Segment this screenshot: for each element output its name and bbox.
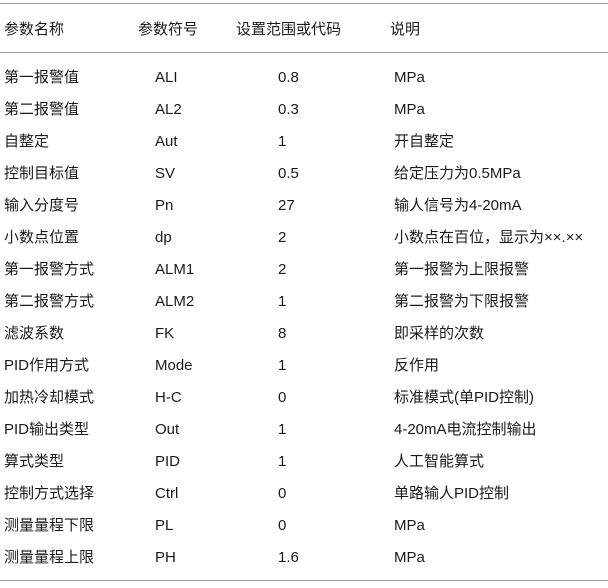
cell-symbol: ALM1 <box>155 261 195 278</box>
table-row: 测量量程下限 PL 0 MPa <box>0 510 608 542</box>
cell-range: 1 <box>278 293 287 310</box>
table-row: 自整定 Aut 1 开自整定 <box>0 126 608 158</box>
cell-symbol: ALI <box>155 69 178 86</box>
top-rule <box>0 3 608 4</box>
table-row: PID输出类型 Out 1 4-20mA电流控制输出 <box>0 414 608 446</box>
cell-symbol: PID <box>155 453 181 470</box>
cell-range: 1 <box>278 357 287 374</box>
cell-name: 测量量程上限 <box>4 549 95 566</box>
cell-range: 1 <box>278 421 287 438</box>
cell-description: MPa <box>394 101 425 118</box>
cell-symbol: Mode <box>155 357 193 374</box>
table-row: PID作用方式 Mode 1 反作用 <box>0 350 608 382</box>
cell-description: 标准模式(单PID控制) <box>394 389 534 406</box>
cell-description: 开自整定 <box>394 133 455 150</box>
cell-description: 人工智能算式 <box>394 453 485 470</box>
cell-range: 0 <box>278 389 287 406</box>
cell-description: 即采样的次数 <box>394 325 485 342</box>
cell-range: 1 <box>278 453 287 470</box>
cell-name: 输入分度号 <box>4 197 80 214</box>
table-row: 控制方式选择 Ctrl 0 单路输人PID控制 <box>0 478 608 510</box>
cell-range: 0 <box>278 517 287 534</box>
cell-range: 2 <box>278 229 287 246</box>
cell-range: 1.6 <box>278 549 299 566</box>
cell-symbol: Ctrl <box>155 485 179 502</box>
cell-range: 0.5 <box>278 165 299 182</box>
table-row: 第二报警值 AL2 0.3 MPa <box>0 94 608 126</box>
header-description: 说明 <box>390 21 421 38</box>
cell-symbol: H-C <box>155 389 182 406</box>
header-range: 设置范围或代码 <box>236 21 342 38</box>
cell-name: 加热冷却模式 <box>4 389 95 406</box>
cell-symbol: dp <box>155 229 172 246</box>
cell-description: 给定压力为0.5MPa <box>394 165 521 182</box>
table-row: 第一报警值 ALI 0.8 MPa <box>0 62 608 94</box>
cell-range: 27 <box>278 197 295 214</box>
cell-name: 测量量程下限 <box>4 517 95 534</box>
header-symbol: 参数符号 <box>138 21 199 38</box>
cell-name: PID输出类型 <box>4 421 90 438</box>
cell-name: 滤波系数 <box>4 325 65 342</box>
cell-symbol: ALM2 <box>155 293 195 310</box>
cell-name: PID作用方式 <box>4 357 90 374</box>
table-row: 算式类型 PID 1 人工智能算式 <box>0 446 608 478</box>
table-row: 加热冷却模式 H-C 0 标准模式(单PID控制) <box>0 382 608 414</box>
cell-symbol: Out <box>155 421 180 438</box>
cell-name: 第二报警方式 <box>4 293 95 310</box>
cell-range: 2 <box>278 261 287 278</box>
cell-range: 0 <box>278 485 287 502</box>
cell-symbol: AL2 <box>155 101 182 118</box>
table-row: 小数点位置 dp 2 小数点在百位，显示为××.×× <box>0 222 608 254</box>
cell-range: 0.3 <box>278 101 299 118</box>
cell-symbol: SV <box>155 165 176 182</box>
cell-range: 0.8 <box>278 69 299 86</box>
table-row: 滤波系数 FK 8 即采样的次数 <box>0 318 608 350</box>
cell-symbol: PH <box>155 549 176 566</box>
cell-description: 输人信号为4-20mA <box>394 197 522 214</box>
cell-name: 第一报警值 <box>4 69 80 86</box>
header-rule <box>0 52 608 53</box>
table-row: 测量量程上限 PH 1.6 MPa <box>0 542 608 574</box>
cell-symbol: FK <box>155 325 175 342</box>
cell-name: 第一报警方式 <box>4 261 95 278</box>
cell-name: 第二报警值 <box>4 101 80 118</box>
cell-description: MPa <box>394 517 425 534</box>
cell-name: 小数点位置 <box>4 229 80 246</box>
cell-symbol: PL <box>155 517 174 534</box>
cell-description: MPa <box>394 549 425 566</box>
cell-range: 1 <box>278 133 287 150</box>
table-row: 第一报警方式 ALM1 2 第一报警为上限报警 <box>0 254 608 286</box>
cell-name: 自整定 <box>4 133 50 150</box>
table-row: 输入分度号 Pn 27 输人信号为4-20mA <box>0 190 608 222</box>
cell-name: 算式类型 <box>4 453 65 470</box>
cell-description: 4-20mA电流控制输出 <box>394 421 537 438</box>
cell-symbol: Pn <box>155 197 174 214</box>
bottom-rule <box>0 580 608 581</box>
table-header: 参数名称 参数符号 设置范围或代码 说明 <box>0 14 608 46</box>
cell-description: 第二报警为下限报警 <box>394 293 530 310</box>
cell-description: 第一报警为上限报警 <box>394 261 530 278</box>
cell-description: 小数点在百位，显示为××.×× <box>394 229 584 246</box>
header-name: 参数名称 <box>4 21 65 38</box>
cell-description: MPa <box>394 69 425 86</box>
cell-symbol: Aut <box>155 133 178 150</box>
cell-name: 控制方式选择 <box>4 485 95 502</box>
cell-description: 单路输人PID控制 <box>394 485 510 502</box>
cell-description: 反作用 <box>394 357 440 374</box>
cell-name: 控制目标值 <box>4 165 80 182</box>
cell-range: 8 <box>278 325 287 342</box>
table-row: 控制目标值 SV 0.5 给定压力为0.5MPa <box>0 158 608 190</box>
table-row: 第二报警方式 ALM2 1 第二报警为下限报警 <box>0 286 608 318</box>
